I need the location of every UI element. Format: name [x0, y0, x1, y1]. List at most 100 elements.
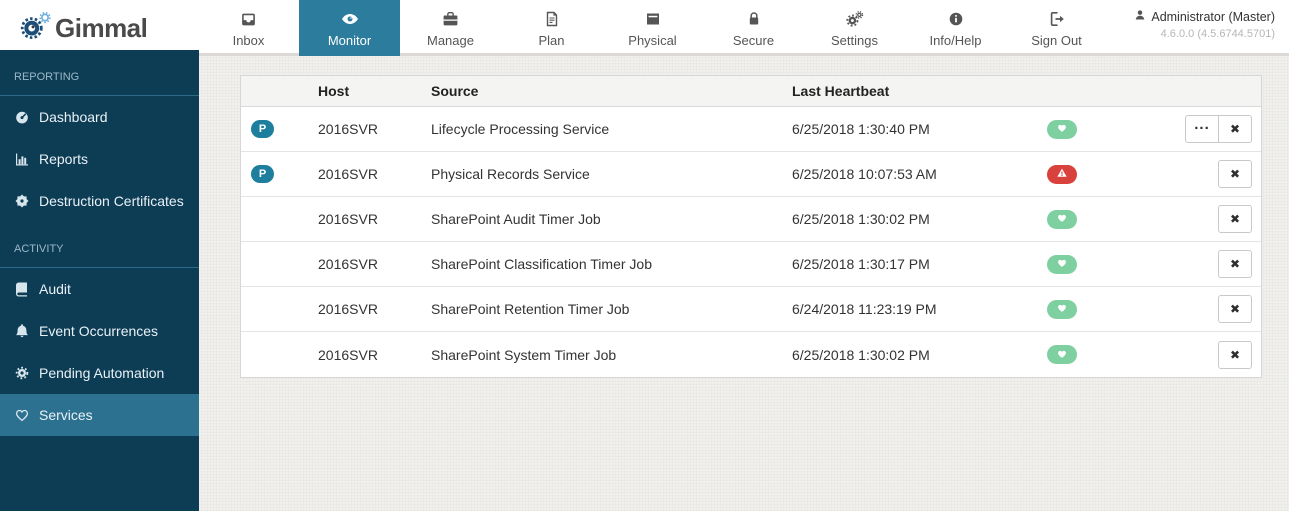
heart-outline-icon — [13, 407, 30, 423]
status-badge-healthy — [1047, 209, 1077, 229]
sidebar-item-label: Destruction Certificates — [39, 193, 184, 209]
sign-out-icon — [1049, 9, 1065, 29]
sidebar-section-activity: ACTIVITY Audit Event Occurrences — [0, 222, 199, 436]
close-icon — [1230, 212, 1240, 226]
column-header-host: Host — [318, 83, 350, 99]
cell-heartbeat: 6/25/2018 1:30:02 PM — [792, 346, 930, 363]
tab-label: Info/Help — [929, 33, 982, 48]
tab-sign-out[interactable]: Sign Out — [1006, 0, 1107, 56]
sidebar-item-reports[interactable]: Reports — [0, 138, 199, 180]
tab-plan[interactable]: Plan — [501, 0, 602, 56]
user-name: Administrator (Master) — [1151, 9, 1275, 24]
sidebar-item-audit[interactable]: Audit — [0, 268, 199, 310]
cell-source: SharePoint Retention Timer Job — [431, 301, 630, 317]
tab-label: Physical — [628, 33, 677, 48]
sidebar-item-services[interactable]: Services — [0, 394, 199, 436]
remove-service-button[interactable] — [1218, 160, 1252, 188]
close-icon — [1230, 122, 1240, 136]
sidebar-item-label: Pending Automation — [39, 365, 165, 381]
table-row: 2016SVR SharePoint Audit Timer Job 6/25/… — [241, 197, 1261, 242]
bell-icon — [13, 323, 30, 339]
remove-service-button[interactable] — [1218, 340, 1252, 369]
cell-source: Physical Records Service — [431, 166, 590, 182]
gear-icon — [13, 365, 30, 381]
more-actions-button[interactable] — [1185, 115, 1219, 143]
sidebar: REPORTING Dashboard — [0, 50, 199, 511]
close-icon — [1230, 167, 1240, 181]
sidebar-item-dashboard[interactable]: Dashboard — [0, 96, 199, 138]
book-icon — [13, 281, 30, 297]
cell-host: 2016SVR — [318, 211, 378, 227]
tab-secure[interactable]: Secure — [703, 0, 804, 56]
status-badge-healthy — [1047, 119, 1077, 139]
ellipsis-icon — [1194, 122, 1210, 128]
status-badge-warning — [1047, 164, 1077, 184]
sidebar-item-label: Dashboard — [39, 109, 108, 125]
main-content: Host Source Last Heartbeat P 2016SVR Lif… — [199, 56, 1289, 511]
lock-icon — [746, 9, 762, 29]
heart-icon — [1056, 347, 1068, 363]
document-icon — [544, 9, 560, 29]
tab-physical[interactable]: Physical — [602, 0, 703, 56]
table-header-row: Host Source Last Heartbeat — [241, 76, 1261, 107]
column-header-source: Source — [431, 83, 479, 99]
sidebar-item-label: Services — [39, 407, 93, 423]
user-block: Administrator (Master) 4.6.0.0 (4.5.6744… — [1134, 9, 1275, 40]
tab-label: Secure — [732, 33, 775, 48]
cell-heartbeat: 6/25/2018 10:07:53 AM — [792, 166, 937, 182]
gimmal-gears-icon — [18, 10, 54, 47]
warning-icon — [1056, 166, 1068, 182]
remove-service-button[interactable] — [1218, 115, 1252, 143]
tab-monitor[interactable]: Monitor — [299, 0, 400, 56]
remove-service-button[interactable] — [1218, 250, 1252, 278]
cell-host: 2016SVR — [318, 301, 378, 317]
eye-icon — [341, 9, 359, 29]
cell-heartbeat: 6/25/2018 1:30:02 PM — [792, 211, 930, 227]
tab-inbox[interactable]: Inbox — [198, 0, 299, 56]
user-icon — [1134, 9, 1146, 24]
cell-host: 2016SVR — [318, 256, 378, 272]
section-title: ACTIVITY — [0, 222, 199, 268]
cell-source: SharePoint System Timer Job — [431, 346, 617, 363]
sidebar-item-label: Audit — [39, 281, 71, 297]
user-menu[interactable]: Administrator (Master) — [1134, 9, 1275, 24]
tab-settings[interactable]: Settings — [804, 0, 905, 56]
cell-heartbeat: 6/25/2018 1:30:17 PM — [792, 256, 930, 272]
status-badge-healthy — [1047, 345, 1077, 364]
tab-label: Inbox — [232, 33, 265, 48]
top-nav-bar: Gimmal Inbox Monitor — [0, 0, 1289, 56]
gimmal-logo[interactable]: Gimmal — [18, 6, 148, 50]
tab-info-help[interactable]: Info/Help — [905, 0, 1006, 56]
sidebar-item-destruction-certificates[interactable]: Destruction Certificates — [0, 180, 199, 222]
table-row: P 2016SVR Physical Records Service 6/25/… — [241, 152, 1261, 197]
cell-source: SharePoint Audit Timer Job — [431, 211, 601, 227]
cell-heartbeat: 6/24/2018 11:23:19 PM — [792, 301, 937, 317]
sidebar-item-pending-automation[interactable]: Pending Automation — [0, 352, 199, 394]
info-icon — [948, 9, 964, 29]
heart-icon — [1056, 256, 1068, 272]
table-row: 2016SVR SharePoint System Timer Job 6/25… — [241, 332, 1261, 377]
table-row: 2016SVR SharePoint Retention Timer Job 6… — [241, 287, 1261, 332]
tab-label: Manage — [427, 33, 474, 48]
cell-host: 2016SVR — [318, 346, 378, 363]
sidebar-item-event-occurrences[interactable]: Event Occurrences — [0, 310, 199, 352]
cell-host: 2016SVR — [318, 121, 378, 137]
bar-chart-icon — [13, 151, 30, 167]
gears-icon — [845, 9, 864, 29]
status-badge-healthy — [1047, 254, 1077, 274]
inbox-icon — [240, 9, 257, 29]
remove-service-button[interactable] — [1218, 295, 1252, 323]
status-badge-healthy — [1047, 299, 1077, 319]
heart-icon — [1056, 121, 1068, 137]
tab-label: Settings — [831, 33, 878, 48]
table-row: 2016SVR SharePoint Classification Timer … — [241, 242, 1261, 287]
tab-label: Monitor — [327, 33, 372, 48]
tab-label: Sign Out — [1031, 33, 1082, 48]
row-action-group — [1185, 115, 1252, 143]
cell-source: Lifecycle Processing Service — [431, 121, 610, 137]
certificate-icon — [13, 193, 30, 209]
column-header-last-heartbeat: Last Heartbeat — [792, 83, 890, 99]
sidebar-item-label: Event Occurrences — [39, 323, 159, 339]
tab-manage[interactable]: Manage — [400, 0, 501, 56]
remove-service-button[interactable] — [1218, 205, 1252, 233]
